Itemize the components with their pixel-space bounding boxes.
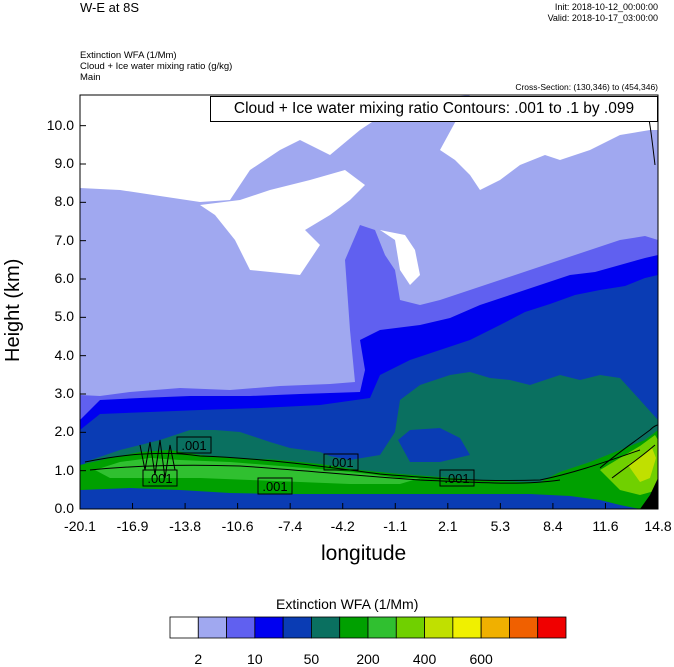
y-tick-label: 0.0: [54, 500, 74, 516]
contour-label-2: .001: [147, 471, 172, 486]
y-tick-label: 8.0: [54, 193, 74, 210]
colorbar-title: Extinction WFA (1/Mm): [276, 596, 419, 612]
colorbar-swatch: [339, 616, 369, 639]
contour-label-1: .001: [181, 438, 206, 453]
valid-time: Valid: 2018-10-17_03:00:00: [547, 13, 658, 23]
colorbar-swatch: [424, 616, 454, 639]
contour-line-3: [139, 439, 176, 479]
x-tick-label: -10.6: [221, 518, 254, 534]
contour-label-texts: .001 .001 .001 .001 .001: [147, 438, 469, 494]
colorbar-swatch: [226, 616, 256, 639]
y-tick-label: 1.0: [54, 461, 74, 478]
colorbar-swatch: [169, 616, 199, 639]
colorbar-label: 2: [194, 651, 203, 667]
contour-info: Cloud + Ice water mixing ratio Contours:…: [210, 96, 658, 122]
y-tick-label: 3.0: [54, 385, 74, 401]
colorbar-label: 400: [412, 651, 437, 667]
colorbar-swatch: [282, 616, 312, 639]
y-tick-label: 5.0: [54, 308, 74, 325]
contour-label-boxes: [142, 436, 475, 495]
y-tick-label: 4.0: [54, 346, 74, 363]
x-tick-label: -16.9: [116, 518, 149, 534]
region-level-7: [95, 458, 420, 484]
axis-ticks: [79, 125, 659, 510]
x-tick-label: -13.8: [169, 518, 202, 534]
x-tick-label: 2.1: [438, 518, 458, 534]
colorbar-swatch: [254, 616, 284, 639]
contour-label-box-5: [439, 469, 475, 487]
contour-line-5: [611, 444, 656, 479]
field-label-mixing-ratio: Cloud + Ice water mixing ratio (g/kg): [80, 61, 233, 72]
contour-label-4: .001: [328, 455, 353, 470]
field-label-extinction: Extinction WFA (1/Mm): [80, 50, 177, 61]
contour-label-5: .001: [444, 471, 469, 486]
contour-line-1: [84, 449, 641, 482]
y-tick-label: 10.0: [46, 116, 74, 133]
terrain: [640, 478, 658, 509]
x-axis-title: longitude: [321, 542, 407, 565]
x-tick-label: 14.8: [644, 518, 672, 534]
contour-line-4: [599, 424, 658, 469]
colorbar-swatch: [480, 616, 510, 639]
x-tick-label: 11.6: [592, 518, 619, 534]
region-level-5b: [398, 428, 470, 462]
extinction-field: [80, 95, 658, 509]
y-tick-label: 6.0: [54, 270, 74, 286]
contour-line-2: [89, 464, 561, 484]
region-hole-a: [200, 170, 365, 275]
contour-label-box-4: [323, 453, 359, 471]
contour-label-box-1: [176, 436, 212, 454]
region-level-9: [628, 448, 656, 482]
x-tick-label: 5.3: [490, 518, 511, 534]
region-level-6: [80, 430, 658, 509]
contour-label-3: .001: [262, 479, 287, 494]
y-tick-label: 7.0: [54, 231, 74, 248]
region-hole-b: [380, 230, 420, 285]
contour-lines: [84, 99, 658, 484]
contour-label-box-2: [142, 469, 178, 487]
x-tick-label: -7.4: [278, 518, 303, 534]
y-tick-label: 2.0: [54, 423, 74, 440]
colorbar-swatch: [395, 616, 425, 639]
colorbar-swatch: [452, 616, 482, 639]
colorbar-label: 200: [356, 651, 380, 667]
colorbar: [169, 616, 567, 639]
cross-section-label: Cross-Section: (130,346) to (454,346): [515, 82, 658, 92]
colorbar-swatch: [509, 616, 539, 639]
field-label-main: Main: [80, 72, 101, 83]
y-tick-label: 9.0: [54, 155, 74, 171]
x-tick-label: 8.4: [543, 518, 563, 534]
init-time: Init: 2018-10-12_00:00:00: [554, 2, 658, 12]
x-tick-label: -4.2: [330, 518, 355, 534]
colorbar-label: 10: [247, 651, 263, 667]
colorbar-swatch: [537, 616, 567, 639]
x-tick-label: -1.1: [383, 518, 408, 534]
plot-frame: [79, 94, 659, 510]
x-tick-label: -20.1: [64, 518, 96, 534]
colorbar-label: 600: [469, 651, 493, 667]
colorbar-swatch: [311, 616, 341, 639]
colorbar-swatch: [367, 616, 397, 639]
colorbar-label: 50: [303, 651, 320, 667]
plot-title: W-E at 8S: [80, 0, 140, 15]
y-axis-title: Height (km): [2, 258, 24, 362]
colorbar-swatch: [197, 616, 227, 639]
contour-label-box-3: [257, 477, 293, 495]
